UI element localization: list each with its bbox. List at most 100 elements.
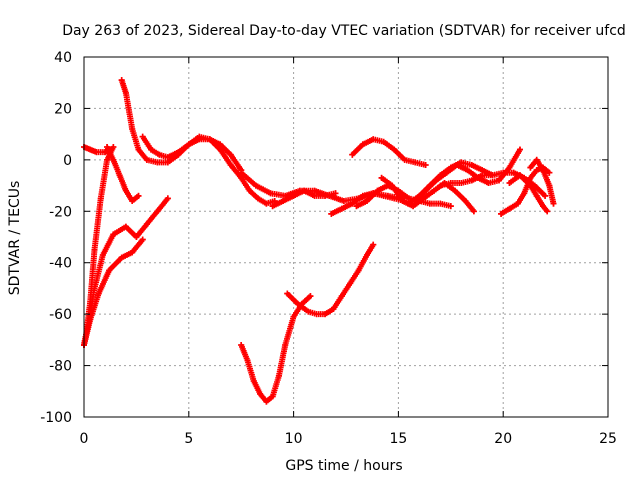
data-point	[143, 221, 150, 228]
data-point	[470, 208, 477, 215]
data-point	[340, 198, 347, 204]
data-point	[148, 146, 155, 153]
data-point	[451, 187, 458, 194]
data-point	[380, 138, 387, 145]
data-point	[516, 146, 523, 153]
y-tick-label: 20	[54, 101, 72, 117]
data-point	[185, 141, 192, 148]
data-point	[540, 203, 547, 210]
data-point	[359, 141, 366, 148]
data-point	[322, 192, 329, 199]
x-tick-label: 5	[184, 431, 193, 447]
data-point	[280, 198, 287, 204]
data-point	[257, 390, 264, 397]
data-point	[238, 174, 245, 181]
data-point	[516, 172, 523, 179]
data-point	[206, 136, 213, 143]
data-point	[143, 156, 150, 163]
data-point	[91, 285, 98, 292]
data-point	[244, 357, 251, 364]
data-point	[129, 249, 136, 256]
data-point	[238, 342, 245, 348]
data-point	[464, 167, 471, 174]
data-point	[349, 151, 356, 158]
chart-title: Day 263 of 2023, Sidereal Day-to-day VTE…	[62, 23, 626, 39]
data-point	[311, 192, 318, 199]
y-tick-label: -40	[49, 256, 72, 272]
data-point	[154, 208, 161, 215]
data-point	[227, 151, 234, 158]
data-point	[447, 203, 454, 210]
data-point	[254, 195, 261, 202]
data-point	[164, 195, 171, 202]
data-point	[227, 162, 234, 168]
data-point	[164, 159, 171, 166]
data-point	[443, 169, 450, 176]
data-point	[275, 372, 282, 379]
y-axis-label: SDTVAR / TECUs	[7, 181, 23, 296]
data-point	[437, 200, 444, 207]
series-arc-8	[238, 293, 314, 405]
y-tick-label: -100	[40, 410, 72, 426]
data-point	[479, 172, 486, 179]
data-point	[238, 169, 245, 176]
x-tick-label: 0	[80, 431, 89, 447]
data-point	[433, 177, 440, 184]
data-point	[250, 378, 257, 384]
data-point	[420, 195, 427, 202]
data-point	[521, 190, 528, 197]
data-point	[462, 198, 469, 204]
data-point	[514, 200, 521, 207]
data-point	[380, 192, 387, 199]
data-point	[330, 306, 337, 312]
data-point	[118, 254, 125, 261]
data-point	[118, 77, 125, 84]
data-point	[252, 182, 259, 189]
data-point	[263, 398, 270, 405]
data-point	[506, 180, 513, 186]
data-point	[542, 192, 549, 199]
data-point	[405, 195, 412, 202]
data-point	[391, 195, 398, 202]
data-point	[156, 151, 163, 158]
data-point	[154, 159, 161, 166]
data-point	[363, 252, 370, 258]
data-point	[135, 192, 142, 199]
data-point	[527, 164, 534, 171]
data-point	[431, 187, 438, 194]
data-point	[363, 198, 370, 204]
data-point	[527, 182, 534, 189]
data-point	[410, 203, 417, 210]
data-point	[540, 167, 547, 174]
data-point	[338, 205, 345, 212]
data-point	[412, 159, 419, 166]
data-point	[533, 167, 540, 174]
data-point	[104, 144, 111, 150]
data-point	[116, 172, 123, 179]
data-point	[294, 300, 301, 307]
data-point	[347, 280, 354, 287]
data-point	[290, 192, 297, 199]
series-arc-9	[284, 241, 377, 318]
data-point	[489, 172, 496, 179]
data-point	[110, 231, 117, 238]
data-point	[135, 146, 142, 153]
data-point	[133, 234, 140, 240]
data-point	[391, 146, 398, 153]
data-point	[389, 182, 396, 189]
data-point	[437, 182, 444, 189]
data-point	[546, 182, 553, 189]
data-point	[355, 267, 362, 274]
series-arc-13	[349, 136, 429, 168]
data-point	[139, 133, 146, 140]
data-point	[301, 187, 308, 194]
data-point	[307, 293, 314, 300]
data-point	[91, 246, 98, 253]
data-point	[284, 290, 291, 297]
data-point	[263, 200, 270, 207]
data-point	[129, 126, 136, 132]
y-tick-label: 0	[63, 153, 72, 169]
data-point	[93, 149, 100, 156]
data-point	[106, 267, 113, 274]
